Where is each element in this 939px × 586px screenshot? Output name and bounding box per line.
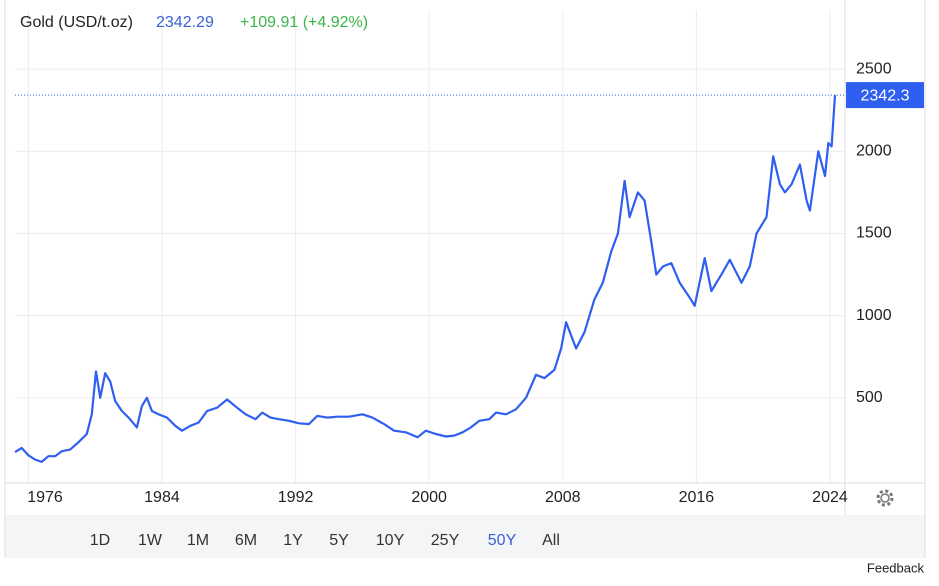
x-tick-label: 1984 (144, 489, 180, 506)
y-tick-label: 2000 (856, 143, 892, 160)
range-button[interactable]: 50Y (488, 532, 517, 549)
range-button[interactable]: 6M (235, 532, 257, 549)
range-button[interactable]: 1Y (283, 532, 303, 549)
range-button[interactable]: 10Y (376, 532, 405, 549)
gear (880, 493, 890, 503)
x-tick-label: 1992 (278, 489, 314, 506)
range-button[interactable]: 1D (90, 532, 110, 549)
range-button[interactable]: 25Y (431, 532, 460, 549)
range-button[interactable]: 1W (138, 532, 163, 549)
gear (876, 489, 894, 507)
last-price-label: 2342.3 (861, 87, 910, 104)
title: Gold (USD/t.oz) (20, 14, 133, 31)
y-tick-label: 500 (856, 389, 883, 406)
y-tick-label: 1000 (856, 307, 892, 324)
y-tick-label: 1500 (856, 225, 892, 242)
x-tick-label: 2008 (545, 489, 581, 506)
settings-icon[interactable] (876, 489, 894, 507)
range-button[interactable]: 5Y (329, 532, 349, 549)
x-tick-label: 2000 (411, 489, 447, 506)
last-price-box (846, 82, 924, 109)
range-button[interactable]: All (542, 532, 560, 549)
x-tick-label: 1976 (27, 489, 63, 506)
feedback[interactable]: Feedback (867, 560, 925, 575)
change: +109.91 (+4.92%) (240, 14, 368, 31)
price: 2342.29 (156, 14, 214, 31)
x-tick-label: 2016 (679, 489, 715, 506)
range-bar (5, 515, 925, 558)
y-tick-label: 2500 (856, 60, 892, 77)
range-button[interactable]: 1M (187, 532, 209, 549)
grid (15, 10, 845, 483)
x-tick-label: 2024 (812, 489, 848, 506)
price-line (14, 95, 837, 463)
